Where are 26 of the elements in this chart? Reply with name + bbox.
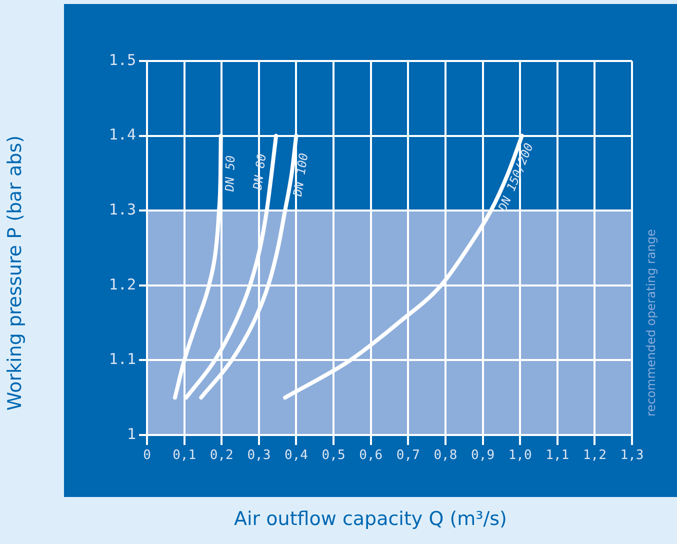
x-tick-label: 0,5 — [322, 448, 346, 464]
x-tick-label: 0,3 — [247, 448, 271, 464]
x-tick-label: 0 — [143, 448, 151, 464]
band-label: recommended operating range — [644, 229, 658, 416]
text: DN 100 — [290, 152, 311, 198]
y-tick-label: 1.2 — [108, 275, 136, 294]
y-tick-label: 1.3 — [108, 200, 136, 218]
x-axis-title: Air outflow capacity Q (m³/s) — [233, 508, 508, 530]
text: DN 50 — [222, 155, 238, 193]
x-tick-label: 0,7 — [396, 448, 420, 464]
y-tick-label: 1.4 — [108, 126, 136, 144]
x-tick-label: 1,0 — [508, 448, 532, 464]
x-tick-label: 0,2 — [210, 448, 234, 464]
y-tick-label: 1 — [126, 424, 136, 443]
x-tick-label: 0,4 — [284, 448, 308, 464]
x-tick-label: 0,6 — [359, 448, 383, 464]
x-tick-label: 0,8 — [434, 448, 458, 464]
x-tick-label: 0,9 — [471, 448, 495, 464]
text: DN 80 — [250, 152, 269, 192]
y-tick-label: 1.1 — [108, 350, 136, 368]
y-tick-label: 1.5 — [108, 50, 136, 69]
x-tick-label: 1,1 — [546, 448, 570, 464]
x-tick-label: 0,1 — [172, 448, 196, 464]
y-axis-title: Working pressure P (bar abs) — [4, 134, 26, 413]
x-tick-label: 1,2 — [582, 448, 606, 464]
x-tick-label: 1,3 — [620, 448, 644, 464]
